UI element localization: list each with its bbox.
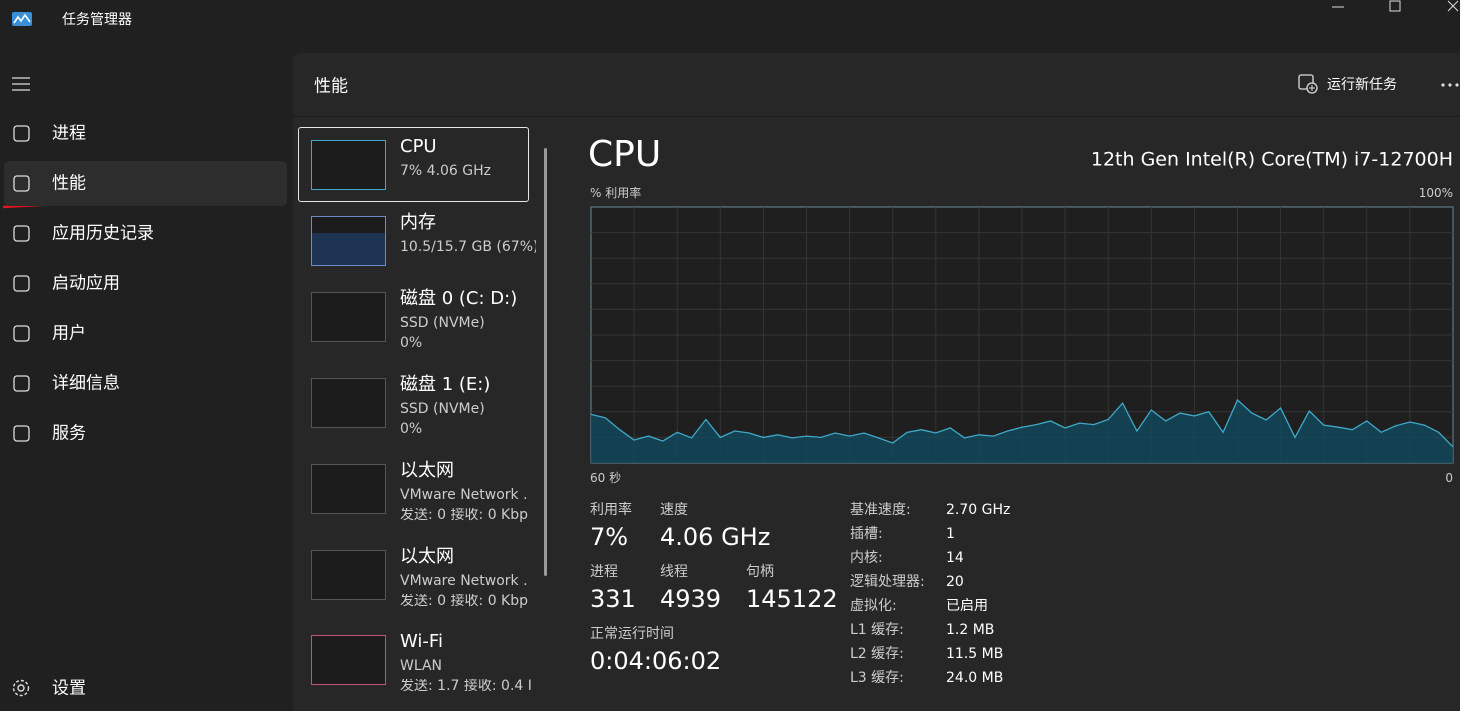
nav-icon xyxy=(13,175,30,192)
device-detail: 10.5/15.7 GB (67%) xyxy=(400,240,536,254)
more-button[interactable] xyxy=(1440,82,1460,88)
nav-icon xyxy=(13,325,30,342)
cpu-graph xyxy=(590,206,1454,464)
device-name[interactable]: 内存 xyxy=(400,212,436,233)
window-title: 任务管理器 xyxy=(62,12,132,28)
spec-label: L1 缓存: xyxy=(850,622,904,638)
device-thumb xyxy=(311,292,386,342)
nav-icon-shape xyxy=(13,325,30,342)
nav-icon xyxy=(13,375,30,392)
graph-x-right: 0 xyxy=(1445,471,1453,485)
uptime-label: 正常运行时间 xyxy=(590,626,674,642)
stat-label: 句柄 xyxy=(746,564,774,580)
spec-label: L3 缓存: xyxy=(850,670,904,686)
device-name[interactable]: 磁盘 1 (E:) xyxy=(400,374,491,395)
device-thumb xyxy=(311,216,386,266)
nav-icon-shape xyxy=(13,225,30,242)
device-thumb xyxy=(311,378,386,428)
device-name[interactable]: Wi-Fi xyxy=(400,631,443,652)
device-detail: SSD (NVMe) xyxy=(400,316,485,330)
nav-icon xyxy=(13,425,30,442)
nav-icon-shape xyxy=(13,125,30,142)
device-detail: VMware Network . xyxy=(400,574,528,588)
device-detail: 0% xyxy=(400,422,423,436)
device-thumb xyxy=(311,635,386,685)
device-name[interactable]: 以太网 xyxy=(400,460,454,481)
nav-item[interactable]: 启动应用 xyxy=(52,273,120,294)
spec-label: 基准速度: xyxy=(850,502,911,518)
nav-icon xyxy=(13,225,30,242)
page-title: 性能 xyxy=(314,76,348,97)
device-detail: 0% xyxy=(400,336,423,350)
stat-value: 7% xyxy=(590,523,629,551)
stat-label: 线程 xyxy=(660,564,688,580)
device-selected[interactable] xyxy=(298,127,529,202)
graph-y-label: % 利用率 xyxy=(590,186,642,200)
device-detail: 发送: 0 接收: 0 Kbp xyxy=(400,594,529,608)
nav-item[interactable]: 服务 xyxy=(52,423,86,444)
stat-value: 145122 xyxy=(746,585,838,613)
run-task-icon xyxy=(1298,74,1318,94)
nav-item[interactable]: 进程 xyxy=(52,123,86,144)
run-task-button[interactable]: 运行新任务 xyxy=(1327,77,1397,93)
nav-icon-shape xyxy=(13,275,30,292)
cpu-area xyxy=(591,400,1453,463)
nav-icon xyxy=(13,275,30,292)
nav-icon-shape xyxy=(13,425,30,442)
device-thumb xyxy=(311,140,386,190)
scrollbar[interactable] xyxy=(544,148,547,576)
spec-value: 20 xyxy=(946,574,964,590)
stat-value: 4.06 GHz xyxy=(660,523,771,551)
spec-label: 虚拟化: xyxy=(850,598,897,614)
stat-value: 331 xyxy=(590,585,636,613)
spec-label: 逻辑处理器: xyxy=(850,574,925,590)
app-icon xyxy=(12,12,32,26)
device-name[interactable]: 以太网 xyxy=(400,546,454,567)
device-detail: 发送: 0 接收: 0 Kbp xyxy=(400,508,529,522)
nav-settings[interactable]: 设置 xyxy=(52,678,86,699)
nav-icon-shape xyxy=(13,375,30,392)
stat-value: 4939 xyxy=(660,585,722,613)
stat-label: 利用率 xyxy=(590,502,632,518)
spec-value: 24.0 MB xyxy=(946,670,1004,686)
spec-label: 插槽: xyxy=(850,526,883,542)
spec-value: 14 xyxy=(946,550,964,566)
spec-value: 1 xyxy=(946,526,955,542)
device-detail: WLAN xyxy=(400,659,443,673)
device-detail: 发送: 1.7 接收: 0.4 I xyxy=(400,679,532,693)
menu-button[interactable] xyxy=(12,76,32,92)
divider xyxy=(293,116,1460,117)
device-thumb xyxy=(311,464,386,514)
uptime-value: 0:04:06:02 xyxy=(590,647,722,675)
nav-selected-bg xyxy=(4,161,287,206)
device-thumb xyxy=(311,550,386,600)
graph-y-max: 100% xyxy=(1418,186,1453,200)
spec-label: 内核: xyxy=(850,550,883,566)
nav-item[interactable]: 用户 xyxy=(52,323,86,344)
nav-icon xyxy=(13,125,30,142)
spec-label: L2 缓存: xyxy=(850,646,904,662)
nav-item[interactable]: 详细信息 xyxy=(52,373,120,394)
nav-item[interactable]: 性能 xyxy=(52,173,86,194)
spec-value: 2.70 GHz xyxy=(946,502,1011,518)
device-detail: 7% 4.06 GHz xyxy=(400,164,492,178)
device-name[interactable]: CPU xyxy=(400,136,437,157)
nav-icon-shape xyxy=(13,175,30,192)
spec-value: 1.2 MB xyxy=(946,622,995,638)
nav-item[interactable]: 应用历史记录 xyxy=(52,223,154,244)
stat-label: 进程 xyxy=(590,564,618,580)
device-detail: SSD (NVMe) xyxy=(400,402,485,416)
cpu-line xyxy=(590,398,1454,448)
cpu-model: 12th Gen Intel(R) Core(TM) i7-12700H xyxy=(1090,148,1453,171)
window-controls[interactable] xyxy=(1330,0,1460,16)
spec-value: 已启用 xyxy=(946,598,988,614)
graph-x-left: 60 秒 xyxy=(590,471,622,485)
device-detail: VMware Network . xyxy=(400,488,528,502)
stat-label: 速度 xyxy=(660,502,688,518)
spec-value: 11.5 MB xyxy=(946,646,1004,662)
cpu-title: CPU xyxy=(588,134,662,175)
settings-icon xyxy=(12,679,30,697)
device-name[interactable]: 磁盘 0 (C: D:) xyxy=(400,288,518,309)
